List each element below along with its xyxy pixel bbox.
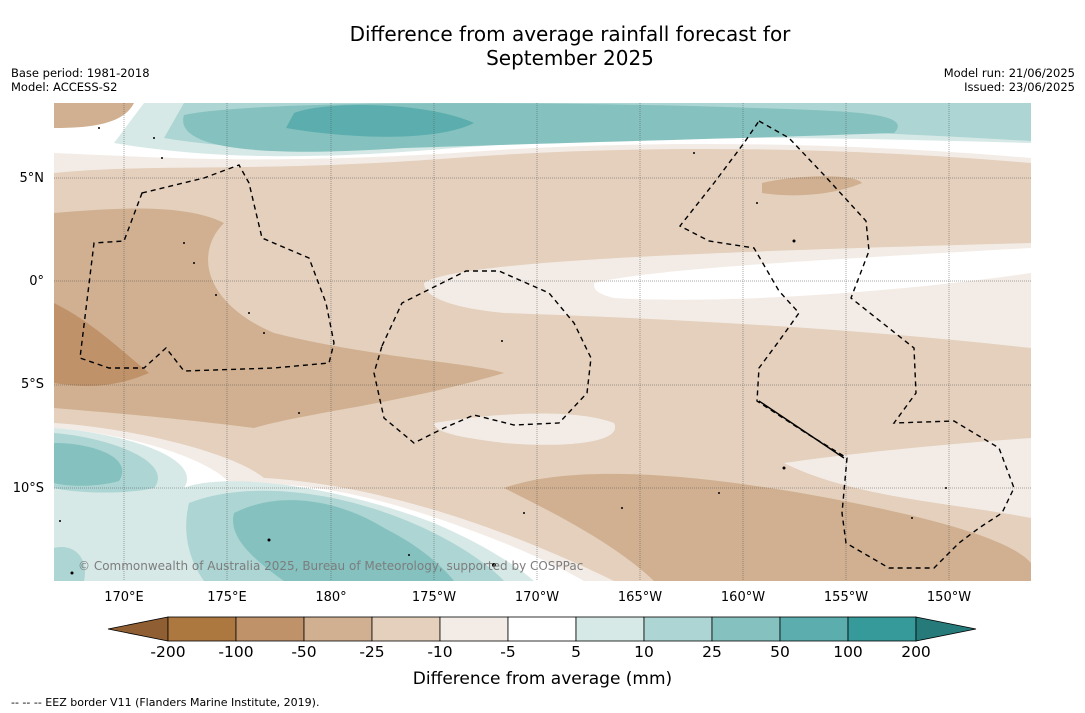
colorbar-segment <box>235 616 305 642</box>
colorbar-segment <box>643 616 713 642</box>
colorbar-tick-label: -25 <box>359 643 385 661</box>
patch-sw-corner-25 <box>54 547 85 581</box>
eez-solid-segment <box>758 400 845 459</box>
colorbar-segment <box>711 616 781 642</box>
colorbar-segment <box>507 616 577 642</box>
colorbar-extend-high <box>915 616 977 642</box>
colorbar-segment <box>779 616 849 642</box>
band-south-50 <box>504 473 1031 581</box>
title-line-2: September 2025 <box>486 46 654 70</box>
base-period: Base period: 1981-2018 <box>11 66 150 80</box>
colorbar-tick-label: 50 <box>770 643 790 661</box>
patch-nw-50 <box>54 103 134 128</box>
colorbar-tick-label: 100 <box>833 643 863 661</box>
lon-label-170w: 170°W <box>514 590 560 605</box>
colorbar-segment <box>303 616 373 642</box>
lon-label-155w: 155°W <box>823 590 869 605</box>
lon-label-180: 180° <box>315 590 347 605</box>
colorbar-title: Difference from average (mm) <box>412 669 673 689</box>
lon-label-175w: 175°W <box>411 590 457 605</box>
colorbar <box>107 616 977 642</box>
eez-borders <box>79 120 1015 569</box>
copyright-text: © Commonwealth of Australia 2025, Bureau… <box>78 559 584 573</box>
model-run: Model run: 21/06/2025 <box>943 66 1075 80</box>
colorbar-segment <box>575 616 645 642</box>
colorbar-tick-label: -100 <box>218 643 254 661</box>
band-north-100 <box>286 104 474 137</box>
colorbar-extend-low <box>107 616 169 642</box>
eez-footnote: -- -- -- EEZ border V11 (Flanders Marine… <box>11 696 320 709</box>
patch-sw-50 <box>54 443 123 486</box>
colorbar-tick-label: -200 <box>150 643 186 661</box>
colorbar-tick-label: 10 <box>634 643 654 661</box>
model-name: Model: ACCESS-S2 <box>11 80 118 94</box>
meta-right: Model run: 21/06/2025 Issued: 23/06/2025 <box>944 66 1075 94</box>
lon-label-170e: 170°E <box>104 590 144 605</box>
colorbar-segment <box>439 616 509 642</box>
lon-label-160w: 160°W <box>720 590 766 605</box>
colorbar-tick-label: -5 <box>500 643 516 661</box>
lon-label-150w: 150°W <box>926 590 972 605</box>
lat-label-5s: 5°S <box>20 377 44 392</box>
lobe-west-100 <box>54 303 149 386</box>
colorbar-segment <box>847 616 917 642</box>
colorbar-tick-label: -50 <box>291 643 317 661</box>
band-south-50-teal <box>233 500 454 581</box>
patch-south-light <box>434 413 616 445</box>
lat-label-5n: 5°N <box>19 171 45 186</box>
title-line-1: Difference from average rainfall forecas… <box>349 22 791 46</box>
lon-label-175e: 175°E <box>207 590 247 605</box>
rainfall-map <box>54 103 1031 581</box>
colorbar-tick-label: 200 <box>901 643 931 661</box>
lon-label-165w: 165°W <box>617 590 663 605</box>
lobe-west-50 <box>54 208 504 428</box>
colorbar-segment <box>167 616 237 642</box>
band-equator-white <box>594 248 1031 300</box>
colorbar-tick-label: 5 <box>571 643 581 661</box>
issued-date: Issued: 23/06/2025 <box>964 80 1075 94</box>
colorbar-segment <box>371 616 441 642</box>
gridlines <box>54 103 1031 581</box>
patch-160w-50 <box>762 176 862 196</box>
map-title: Difference from average rainfall forecas… <box>0 22 1085 70</box>
colorbar-tick-label: -10 <box>427 643 453 661</box>
lat-label-0: 0° <box>29 274 44 289</box>
colorbar-tick-label: 25 <box>702 643 722 661</box>
lat-label-10s: 10°S <box>12 481 44 496</box>
meta-left: Base period: 1981-2018 Model: ACCESS-S2 <box>11 66 150 94</box>
islands <box>59 127 947 575</box>
